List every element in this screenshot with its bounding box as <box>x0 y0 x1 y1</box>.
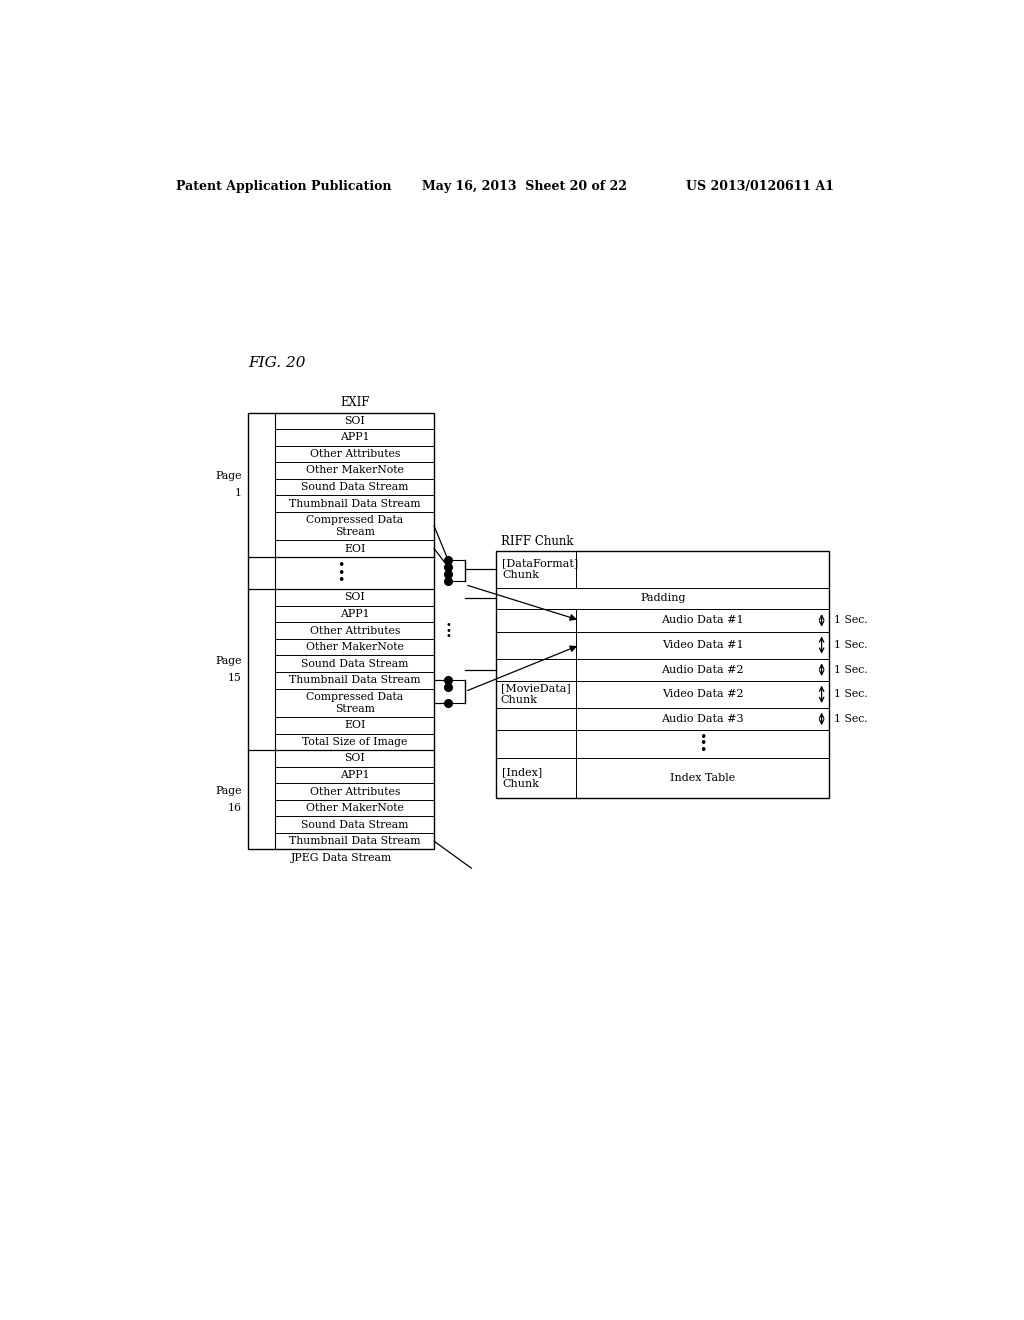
Text: Padding: Padding <box>640 594 685 603</box>
Text: Page: Page <box>215 471 242 482</box>
Text: Total Size of Image: Total Size of Image <box>302 737 408 747</box>
Text: 1 Sec.: 1 Sec. <box>834 714 867 723</box>
Bar <box>496 550 829 797</box>
Text: Video Data #2: Video Data #2 <box>662 689 743 700</box>
Text: EOI: EOI <box>344 544 366 553</box>
Text: APP1: APP1 <box>340 770 370 780</box>
Text: •: • <box>445 631 451 642</box>
Text: US 2013/0120611 A1: US 2013/0120611 A1 <box>686 180 834 193</box>
Text: •: • <box>338 566 345 579</box>
Text: •: • <box>699 743 707 756</box>
Text: 1: 1 <box>234 488 242 498</box>
Text: Page: Page <box>215 656 242 667</box>
Text: SOI: SOI <box>344 754 366 763</box>
Text: Audio Data #2: Audio Data #2 <box>662 665 744 675</box>
Text: •: • <box>699 738 707 751</box>
Text: Patent Application Publication: Patent Application Publication <box>176 180 391 193</box>
Text: 16: 16 <box>228 804 242 813</box>
Text: 1 Sec.: 1 Sec. <box>834 689 867 700</box>
Text: Video Data #1: Video Data #1 <box>662 640 743 649</box>
Text: Audio Data #1: Audio Data #1 <box>662 615 744 626</box>
Text: May 16, 2013  Sheet 20 of 22: May 16, 2013 Sheet 20 of 22 <box>423 180 628 193</box>
Text: •: • <box>338 558 345 572</box>
Text: EXIF: EXIF <box>340 396 370 409</box>
Text: Other Attributes: Other Attributes <box>309 626 400 636</box>
Text: Sound Data Stream: Sound Data Stream <box>301 482 409 492</box>
Text: RIFF Chunk: RIFF Chunk <box>501 535 573 548</box>
Text: •: • <box>338 574 345 587</box>
Text: Index Table: Index Table <box>670 774 735 783</box>
Text: [DataFormat]
Chunk: [DataFormat] Chunk <box>503 558 579 579</box>
Text: SOI: SOI <box>344 593 366 602</box>
Text: SOI: SOI <box>344 416 366 426</box>
Text: 1 Sec.: 1 Sec. <box>834 665 867 675</box>
Text: EOI: EOI <box>344 721 366 730</box>
Text: Page: Page <box>215 787 242 796</box>
Bar <box>248 413 434 850</box>
Text: FIG. 20: FIG. 20 <box>248 356 305 370</box>
Text: APP1: APP1 <box>340 433 370 442</box>
Text: Other MakerNote: Other MakerNote <box>306 642 403 652</box>
Text: Other MakerNote: Other MakerNote <box>306 803 403 813</box>
Text: Sound Data Stream: Sound Data Stream <box>301 820 409 830</box>
Text: Thumbnail Data Stream: Thumbnail Data Stream <box>289 499 421 508</box>
Text: Other Attributes: Other Attributes <box>309 449 400 459</box>
Text: Other MakerNote: Other MakerNote <box>306 466 403 475</box>
Text: Compressed Data
Stream: Compressed Data Stream <box>306 692 403 714</box>
Text: Compressed Data
Stream: Compressed Data Stream <box>306 515 403 537</box>
Text: Thumbnail Data Stream: Thumbnail Data Stream <box>289 676 421 685</box>
Text: [MovieData]
Chunk: [MovieData] Chunk <box>501 684 570 705</box>
Text: JPEG Data Stream: JPEG Data Stream <box>291 853 392 863</box>
Text: •: • <box>445 620 451 630</box>
Text: 15: 15 <box>228 673 242 684</box>
Text: 1 Sec.: 1 Sec. <box>834 615 867 626</box>
Text: Other Attributes: Other Attributes <box>309 787 400 796</box>
Text: Audio Data #3: Audio Data #3 <box>662 714 744 723</box>
Text: Thumbnail Data Stream: Thumbnail Data Stream <box>289 836 421 846</box>
Text: APP1: APP1 <box>340 609 370 619</box>
Text: •: • <box>445 626 451 635</box>
Text: •: • <box>699 731 707 744</box>
Text: Sound Data Stream: Sound Data Stream <box>301 659 409 669</box>
Text: [Index]
Chunk: [Index] Chunk <box>503 767 543 788</box>
Text: 1 Sec.: 1 Sec. <box>834 640 867 649</box>
